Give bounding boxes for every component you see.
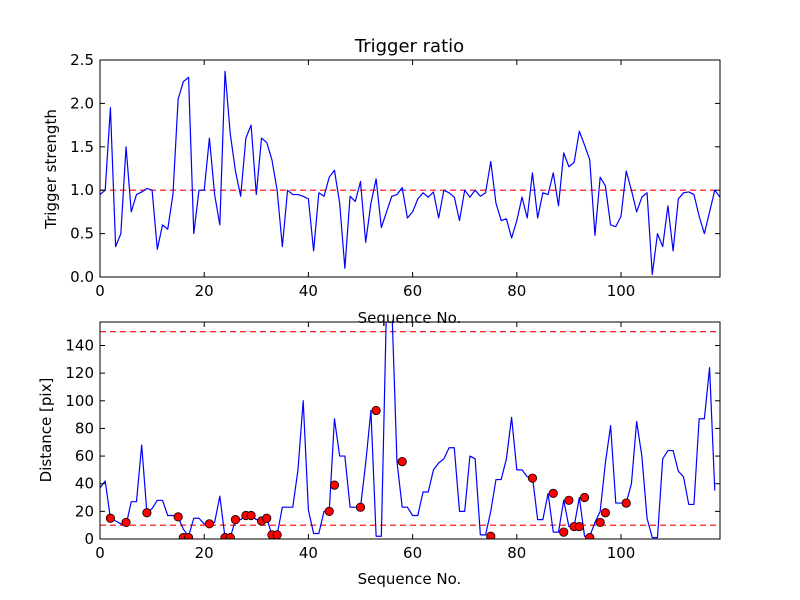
bottom-marker-point-20 xyxy=(397,456,407,467)
bottom-marker-point-0 xyxy=(105,513,116,523)
bottom-marker-point-21 xyxy=(486,531,496,539)
bottom-marker-point-6 xyxy=(204,519,215,529)
top-axes-frame xyxy=(99,59,721,278)
bottom-marker-point-11 xyxy=(246,510,256,521)
top-y-tick-label-1: 0.5 xyxy=(70,225,94,243)
top-x-tick-label-3: 60 xyxy=(403,282,422,300)
bottom-x-tick-label-0: 0 xyxy=(95,544,105,562)
top-axes: Sequence No. Trigger strength 0 20 40 60 80 1… xyxy=(42,51,721,327)
bottom-marker-point-30 xyxy=(595,517,605,528)
bottom-x-tick-label-1: 20 xyxy=(195,544,214,562)
bottom-x-axis-label: Sequence No. xyxy=(358,570,462,588)
bottom-marker-point-13 xyxy=(262,513,272,523)
top-y-tick-label-3: 1.5 xyxy=(70,138,94,156)
bottom-y-axis-label: Distance [pix] xyxy=(37,378,55,483)
top-plot-area xyxy=(100,70,720,275)
bottom-marker-point-18 xyxy=(355,502,366,512)
top-x-tick-label-1: 20 xyxy=(195,282,214,300)
bottom-marker-point-32 xyxy=(621,498,631,508)
top-x-tick-label-0: 0 xyxy=(95,282,105,300)
top-y-axis-label: Trigger strength xyxy=(42,109,60,230)
top-y-tick-label-4: 2.0 xyxy=(70,94,94,112)
bottom-x-tick-label-3: 60 xyxy=(403,544,422,562)
bottom-y-tick-label-4: 80 xyxy=(75,419,94,437)
top-x-axis-label: Sequence No. xyxy=(358,309,462,327)
top-y-tick-label-5: 2.5 xyxy=(70,51,94,69)
bottom-axes: Sequence No. Distance [pix] 0 20 40 60 80 100… xyxy=(37,321,721,588)
top-y-tick-label-2: 1.0 xyxy=(70,181,94,199)
bottom-marker-point-3 xyxy=(173,512,183,522)
bottom-y-tick-label-5: 100 xyxy=(65,392,94,410)
top-x-tick-label-2: 40 xyxy=(299,282,318,300)
bottom-marker-point-8 xyxy=(225,533,235,539)
bottom-marker-point-1 xyxy=(121,517,131,528)
bottom-marker-point-16 xyxy=(324,506,334,516)
bottom-y-tick-label-0: 0 xyxy=(84,530,94,548)
bottom-marker-point-22 xyxy=(527,473,538,483)
bottom-y-tick-label-6: 120 xyxy=(65,364,94,382)
bottom-y-tick-label-3: 60 xyxy=(75,447,94,465)
bottom-marker-point-24 xyxy=(559,527,569,537)
bottom-marker-point-28 xyxy=(579,492,590,503)
bottom-x-tick-label-2: 40 xyxy=(299,544,318,562)
bottom-marker-point-17 xyxy=(329,480,340,490)
bottom-marker-point-5 xyxy=(183,533,194,539)
bottom-y-tick-label-7: 140 xyxy=(65,336,94,354)
bottom-marker-point-9 xyxy=(230,515,241,525)
top-x-tick-label-5: 100 xyxy=(607,282,636,300)
bottom-marker-point-27 xyxy=(574,521,584,532)
top-y-tick-label-0: 0.0 xyxy=(70,268,94,286)
bottom-y-tick-label-1: 20 xyxy=(75,502,94,520)
bottom-x-tick-label-4: 80 xyxy=(507,544,526,562)
bottom-marker-point-2 xyxy=(142,508,152,518)
top-x-tick-label-4: 80 xyxy=(507,282,526,300)
chart-title: Trigger ratio xyxy=(354,36,464,57)
bottom-marker-point-29 xyxy=(585,533,595,539)
bottom-marker-point-31 xyxy=(600,508,610,518)
bottom-y-tick-label-2: 40 xyxy=(75,475,94,493)
bottom-plot-area xyxy=(100,322,720,539)
top-series-line xyxy=(100,70,720,275)
bottom-marker-point-15 xyxy=(272,530,282,539)
bottom-x-tick-label-5: 100 xyxy=(607,544,636,562)
bottom-axes-frame xyxy=(99,321,721,540)
bottom-marker-point-25 xyxy=(564,495,574,505)
bottom-series-line xyxy=(100,322,716,539)
bottom-marker-point-19 xyxy=(371,405,381,416)
bottom-marker-point-23 xyxy=(548,488,558,498)
